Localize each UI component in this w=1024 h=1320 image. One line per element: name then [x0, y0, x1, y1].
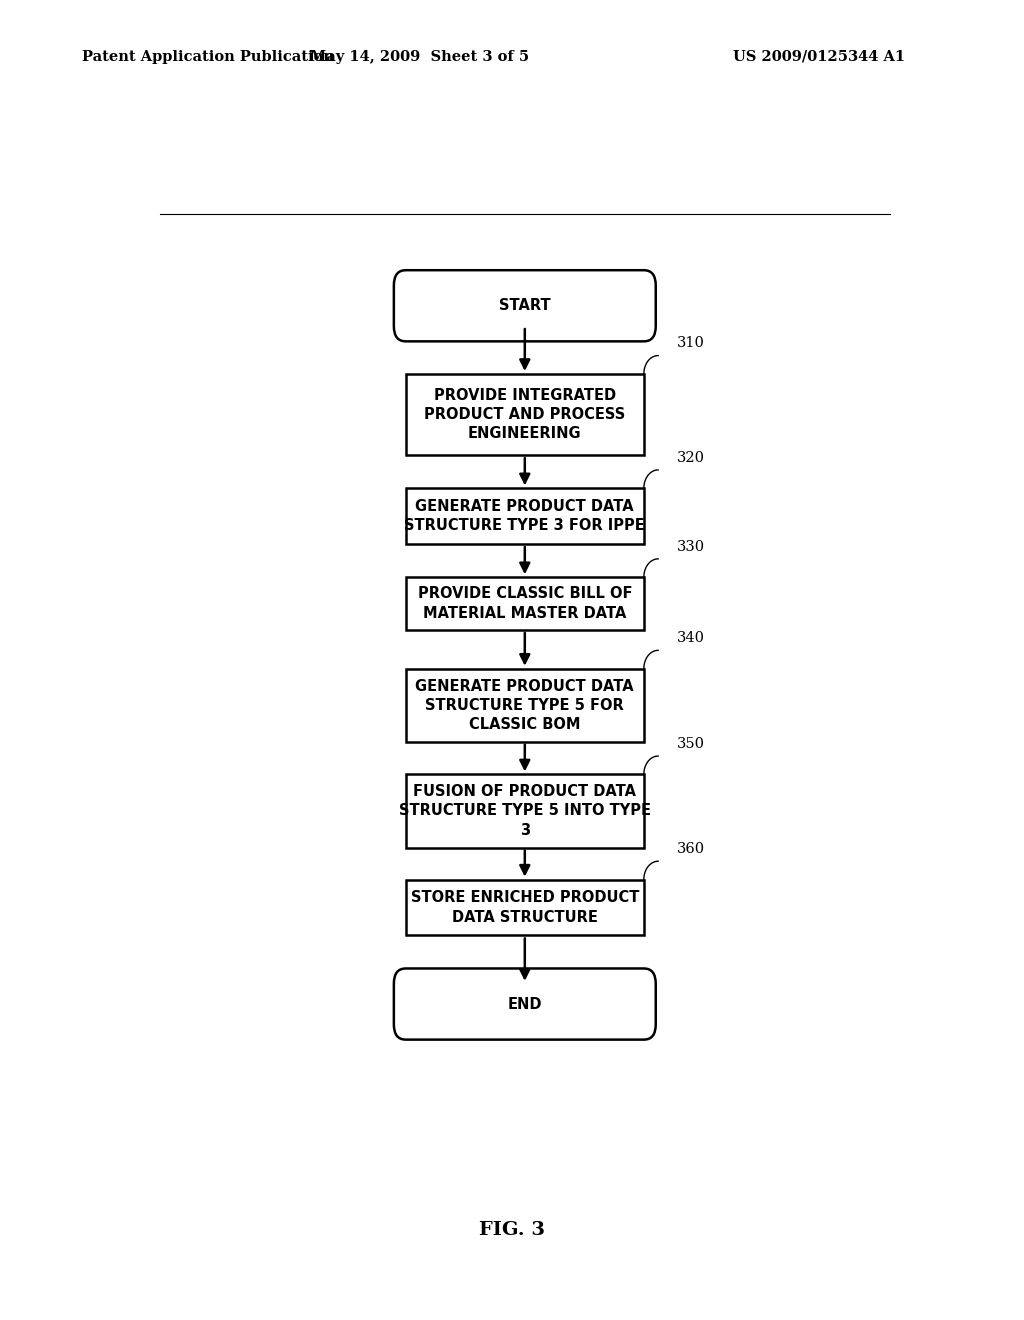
Text: 330: 330	[677, 540, 705, 554]
Text: 310: 310	[677, 337, 705, 351]
Text: US 2009/0125344 A1: US 2009/0125344 A1	[733, 50, 905, 63]
Text: 320: 320	[677, 451, 705, 465]
Text: PROVIDE CLASSIC BILL OF
MATERIAL MASTER DATA: PROVIDE CLASSIC BILL OF MATERIAL MASTER …	[418, 586, 632, 620]
Text: 350: 350	[677, 737, 705, 751]
Text: May 14, 2009  Sheet 3 of 5: May 14, 2009 Sheet 3 of 5	[310, 50, 529, 63]
Text: 360: 360	[677, 842, 705, 857]
Bar	[406, 669, 644, 742]
Text: GENERATE PRODUCT DATA
STRUCTURE TYPE 3 FOR IPPE: GENERATE PRODUCT DATA STRUCTURE TYPE 3 F…	[404, 499, 645, 533]
Bar	[406, 374, 644, 455]
FancyBboxPatch shape	[394, 271, 655, 342]
Bar	[406, 488, 644, 544]
Text: PROVIDE INTEGRATED
PRODUCT AND PROCESS
ENGINEERING: PROVIDE INTEGRATED PRODUCT AND PROCESS E…	[424, 388, 626, 441]
Text: FUSION OF PRODUCT DATA
STRUCTURE TYPE 5 INTO TYPE
3: FUSION OF PRODUCT DATA STRUCTURE TYPE 5 …	[398, 784, 651, 838]
Text: STORE ENRICHED PRODUCT
DATA STRUCTURE: STORE ENRICHED PRODUCT DATA STRUCTURE	[411, 891, 639, 924]
Bar	[406, 775, 644, 847]
Text: START: START	[499, 298, 551, 313]
Text: GENERATE PRODUCT DATA
STRUCTURE TYPE 5 FOR
CLASSIC BOM: GENERATE PRODUCT DATA STRUCTURE TYPE 5 F…	[416, 678, 634, 731]
Bar	[406, 879, 644, 936]
Bar	[406, 577, 644, 630]
Text: 340: 340	[677, 631, 705, 645]
Text: END: END	[508, 997, 542, 1011]
FancyBboxPatch shape	[394, 969, 655, 1040]
Text: FIG. 3: FIG. 3	[479, 1221, 545, 1239]
Text: Patent Application Publication: Patent Application Publication	[82, 50, 334, 63]
